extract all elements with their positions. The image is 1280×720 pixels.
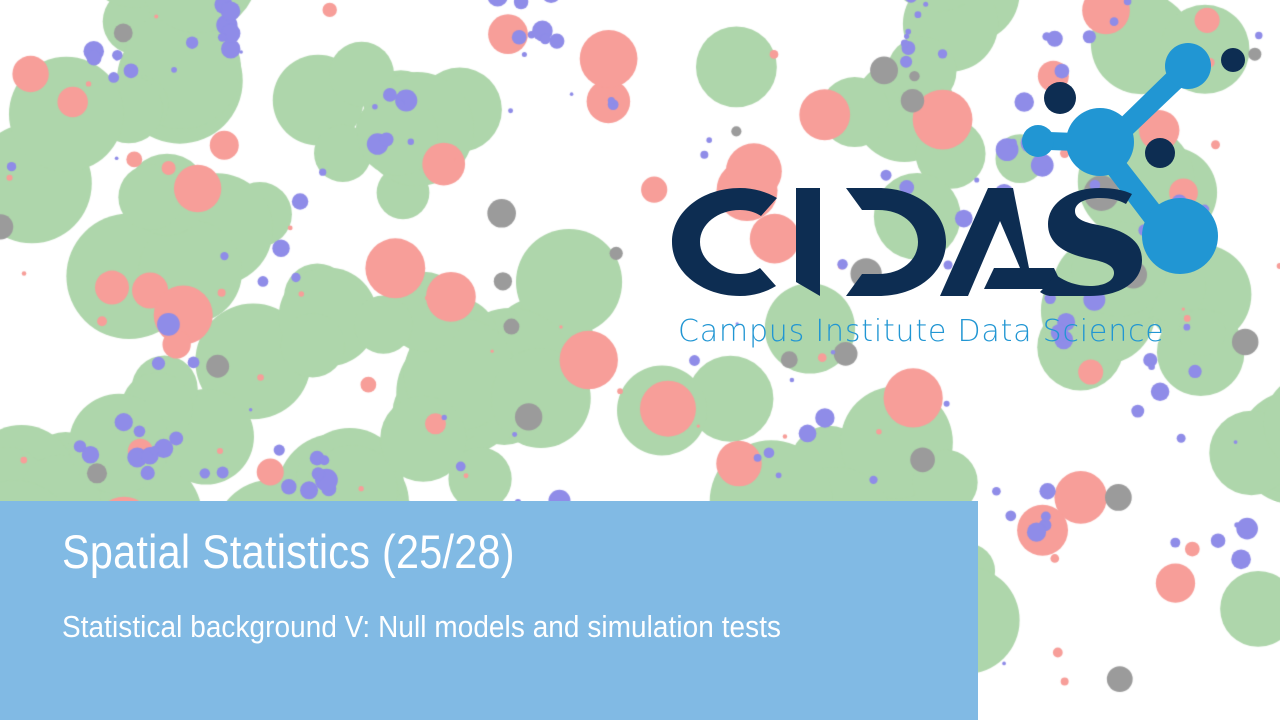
title-banner: Spatial Statistics (25/28) Statistical b… xyxy=(0,501,978,720)
page-subtitle: Statistical background V: Null models an… xyxy=(62,608,782,644)
page-title: Spatial Statistics (25/28) xyxy=(62,525,515,578)
